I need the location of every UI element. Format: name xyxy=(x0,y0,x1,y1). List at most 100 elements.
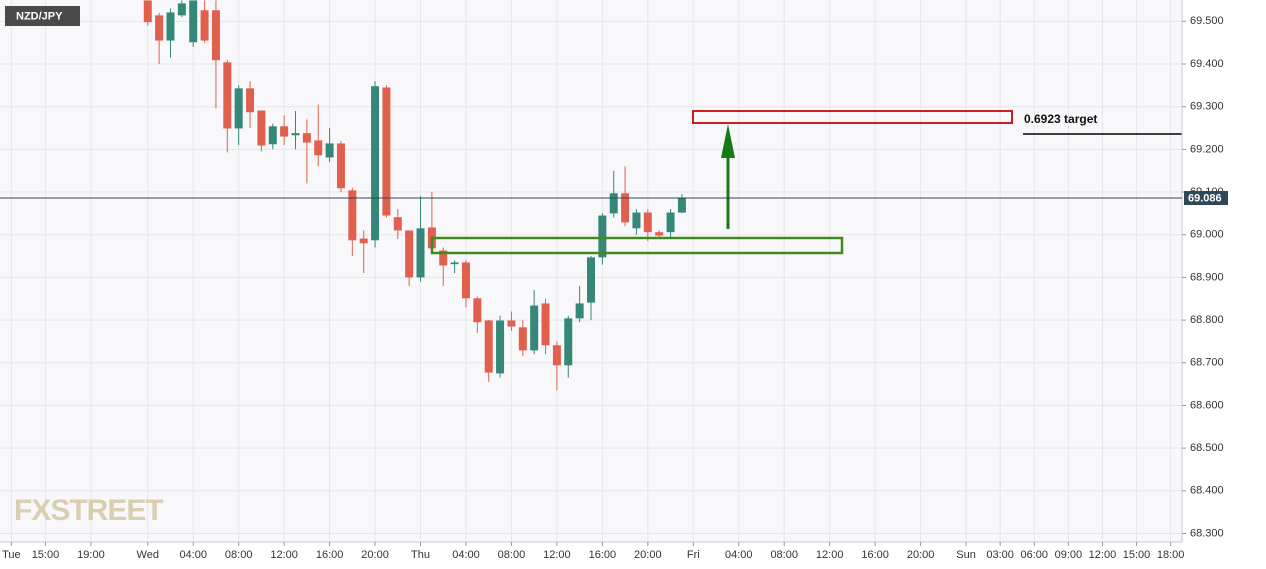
candle-body xyxy=(541,303,550,346)
x-tick-label: Tue xyxy=(2,549,21,561)
candle-body xyxy=(223,62,232,129)
x-tick-label: 20:00 xyxy=(907,549,935,561)
x-tick-label: Thu xyxy=(411,549,430,561)
candle-body xyxy=(609,193,618,214)
x-tick-label: 08:00 xyxy=(770,549,798,561)
candle-body xyxy=(280,126,289,137)
watermark: FXSTREET xyxy=(14,494,163,527)
x-tick-label: 04:00 xyxy=(179,549,207,561)
x-tick-label: 04:00 xyxy=(452,549,480,561)
last-price: 69.086 xyxy=(0,191,1228,206)
candle-body xyxy=(189,0,198,43)
candle-body xyxy=(621,193,630,223)
x-tick-label: 16:00 xyxy=(861,549,889,561)
grid xyxy=(0,0,1182,542)
candle-body xyxy=(473,298,482,323)
x-tick-label: 06:00 xyxy=(1020,549,1048,561)
candle-body xyxy=(393,217,402,231)
candle-body xyxy=(268,126,277,145)
x-tick-label: 12:00 xyxy=(270,549,298,561)
candle-body xyxy=(655,232,664,236)
y-tick-label: 68.900 xyxy=(1190,271,1224,283)
candle-body xyxy=(143,0,152,23)
candle-body xyxy=(348,190,357,241)
candle-body xyxy=(416,228,425,278)
candle-body xyxy=(496,320,505,374)
x-tick-label: 12:00 xyxy=(1089,549,1117,561)
candle-body xyxy=(461,262,470,299)
candle-body xyxy=(507,320,516,327)
candle-body xyxy=(200,10,209,41)
candle-body xyxy=(359,238,368,244)
candle-body xyxy=(177,3,186,16)
candle-body xyxy=(484,320,493,373)
candle-body xyxy=(632,212,641,229)
candle-body xyxy=(336,143,345,189)
x-tick-label: 15:00 xyxy=(32,549,60,561)
y-tick-label: 69.400 xyxy=(1190,58,1224,70)
y-tick-label: 68.300 xyxy=(1190,527,1224,539)
y-tick-label: 68.600 xyxy=(1190,399,1224,411)
x-tick-label: 19:00 xyxy=(77,549,105,561)
last-price-tag xyxy=(1184,191,1228,206)
last-price-label: 69.086 xyxy=(1188,192,1222,204)
x-tick-label: 09:00 xyxy=(1055,549,1083,561)
x-tick-label: Sun xyxy=(956,549,976,561)
x-tick-label: Wed xyxy=(137,549,159,561)
y-tick-label: 68.500 xyxy=(1190,442,1224,454)
candle-body xyxy=(677,198,686,213)
candle-body xyxy=(552,345,561,366)
candle-body xyxy=(575,303,584,319)
y-tick-label: 68.800 xyxy=(1190,314,1224,326)
candle-body xyxy=(155,15,164,41)
x-tick-label: 03:00 xyxy=(986,549,1014,561)
x-tick-label: 15:00 xyxy=(1123,549,1151,561)
candle-body xyxy=(439,250,448,266)
support-zone xyxy=(430,236,844,255)
symbol-box xyxy=(5,6,80,26)
x-tick-label: 08:00 xyxy=(498,549,526,561)
x-tick-label: 12:00 xyxy=(543,549,571,561)
candle-body xyxy=(325,143,334,158)
x-tick-label: 08:00 xyxy=(225,549,253,561)
y-tick-label: 68.700 xyxy=(1190,357,1224,369)
x-tick-label: 20:00 xyxy=(634,549,662,561)
candle-body xyxy=(587,257,595,303)
candle-body xyxy=(234,88,243,129)
target-label: 0.6923 target xyxy=(1024,112,1097,126)
x-tick-label: 20:00 xyxy=(361,549,389,561)
candles xyxy=(143,0,686,391)
y-tick-label: 69.500 xyxy=(1190,15,1224,27)
x-tick-label: 04:00 xyxy=(725,549,753,561)
candle-body xyxy=(371,86,380,241)
y-tick-label: 68.400 xyxy=(1190,485,1224,497)
candle-body xyxy=(382,87,391,216)
candle-body xyxy=(598,215,607,258)
x-tick-label: 16:00 xyxy=(589,549,617,561)
x-tick-label: Fri xyxy=(687,549,700,561)
arrow-head xyxy=(721,124,735,158)
candle-body xyxy=(257,110,266,146)
candle-body xyxy=(450,262,459,265)
x-tick-label: 12:00 xyxy=(816,549,844,561)
candle-body xyxy=(518,327,527,351)
y-tick-label: 69.000 xyxy=(1190,229,1224,241)
y-tick-label: 69.200 xyxy=(1190,143,1224,155)
candle-body xyxy=(211,10,220,61)
candle-body xyxy=(666,212,675,233)
candle-body xyxy=(314,140,323,156)
symbol-label: NZD/JPY xyxy=(16,10,63,22)
candle-body xyxy=(530,305,539,351)
candle-body xyxy=(166,12,175,41)
x-tick-label: 16:00 xyxy=(316,549,344,561)
candle-body xyxy=(302,133,311,143)
candle-body xyxy=(291,133,300,136)
x-tick-label: 18:00 xyxy=(1157,549,1185,561)
candle-body xyxy=(246,88,255,113)
candle-body xyxy=(564,318,573,366)
target-zone xyxy=(692,110,1013,124)
y-tick-label: 69.300 xyxy=(1190,101,1224,113)
candle-body xyxy=(643,212,652,233)
candle-body xyxy=(405,230,414,278)
